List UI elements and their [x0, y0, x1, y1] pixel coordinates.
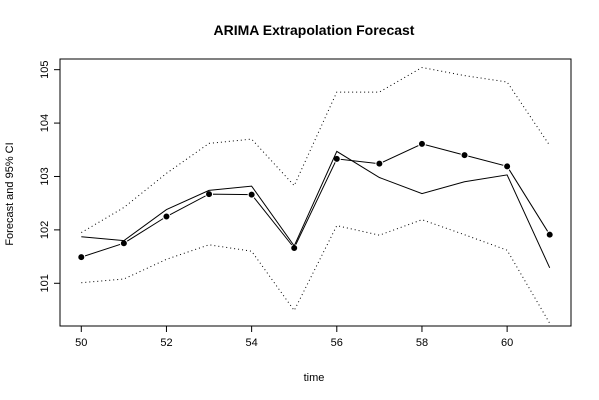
forecast-point	[503, 162, 512, 171]
actual-line	[81, 150, 551, 269]
forecast-point	[162, 212, 171, 221]
y-tick-label: 104	[39, 114, 51, 132]
upper-95-ci-line	[81, 66, 551, 234]
y-tick-label: 103	[39, 167, 51, 185]
x-tick-label: 58	[416, 337, 428, 349]
x-tick-label: 50	[75, 337, 87, 349]
x-tick-label: 60	[501, 337, 513, 349]
forecast-point	[417, 139, 426, 148]
forecast-point	[460, 151, 469, 160]
forecast-point	[119, 239, 128, 248]
y-tick-label: 101	[39, 274, 51, 292]
y-tick-label: 105	[39, 61, 51, 79]
forecast-point	[545, 230, 554, 239]
forecast-point	[247, 190, 256, 199]
plot-border	[59, 58, 572, 327]
lower-95-ci-line	[81, 219, 551, 324]
x-axis-label: time	[304, 372, 325, 384]
plot-area: 50 52 54 56 58 60 101 102 103 104 105	[39, 58, 572, 349]
x-tick-label: 54	[246, 337, 258, 349]
y-axis-label: Forecast and 95% CI	[4, 142, 16, 245]
forecast-point	[290, 244, 299, 253]
chart-title: ARIMA Extrapolation Forecast	[214, 22, 415, 38]
x-tick-label: 56	[331, 337, 343, 349]
forecast-point	[77, 253, 86, 262]
forecast-point	[375, 159, 384, 168]
x-tick-label: 52	[160, 337, 172, 349]
y-tick-label: 102	[39, 221, 51, 239]
forecast-line	[81, 143, 551, 258]
